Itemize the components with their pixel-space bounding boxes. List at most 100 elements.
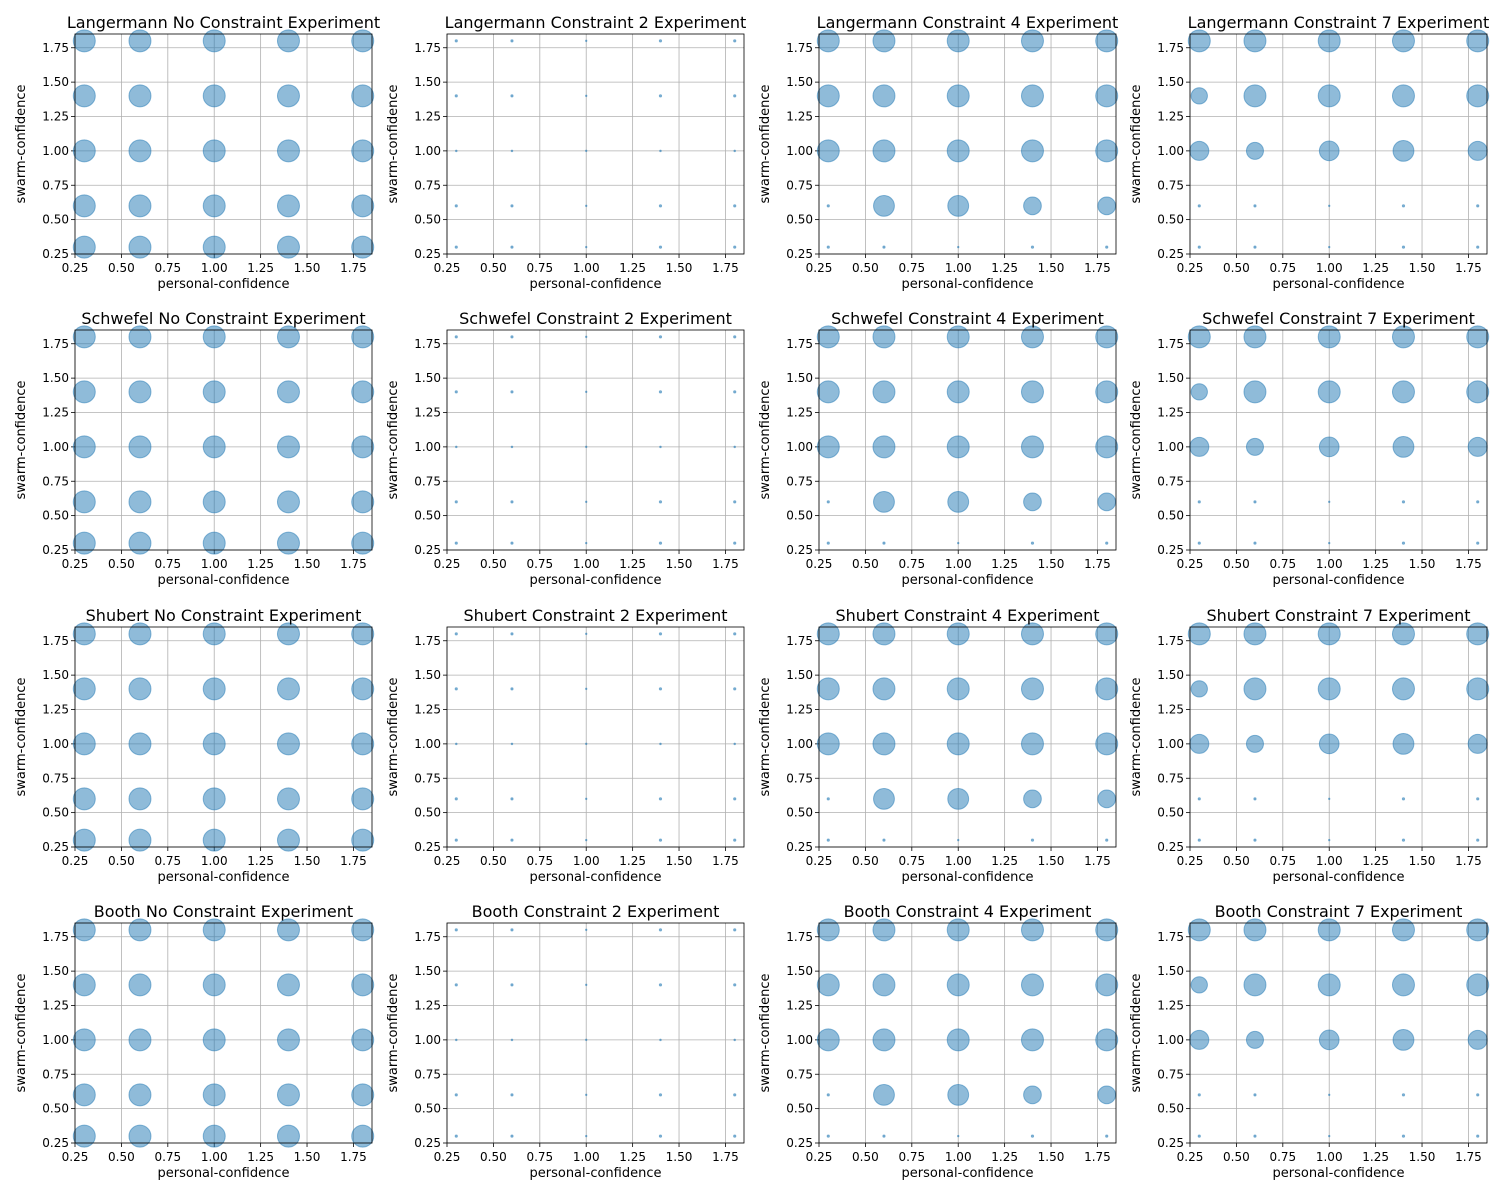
plot-area [819, 923, 1116, 1143]
x-tick-label: 0.50 [480, 854, 507, 868]
x-tick-label: 1.25 [619, 557, 646, 571]
scatter-point [947, 194, 970, 217]
scatter-point [1253, 1093, 1257, 1097]
scatter-point [872, 139, 896, 163]
x-tick-label: 0.50 [1223, 1150, 1250, 1164]
scatter-point [658, 500, 663, 504]
scatter-point [1245, 734, 1264, 753]
scatter-point [202, 973, 226, 997]
subplot-title: Booth Constraint 2 Experiment [472, 902, 720, 921]
scatter-point [351, 435, 375, 459]
scatter-point [1401, 797, 1406, 801]
x-tick-label: 1.00 [945, 854, 972, 868]
scatter-point [1401, 838, 1406, 842]
scatter-point [455, 149, 458, 153]
x-tick-label: 1.00 [945, 557, 972, 571]
scatter-point [1317, 622, 1341, 646]
scatter-point [1243, 380, 1267, 404]
scatter-point [872, 29, 896, 53]
scatter-point [1466, 622, 1490, 646]
scatter-point [1030, 245, 1035, 249]
y-tick-label: 0.75 [414, 178, 441, 192]
scatter-point [202, 1083, 226, 1107]
scatter-point [1476, 1093, 1480, 1097]
scatter-point [1317, 29, 1341, 53]
scatter-point [1253, 541, 1257, 545]
y-axis-label: swarm-confidence [1129, 84, 1144, 203]
y-tick-label: 1.50 [1157, 668, 1184, 682]
x-tick-label: 1.50 [1038, 1150, 1065, 1164]
axes-frame [74, 33, 373, 255]
x-tick-label: 1.75 [712, 261, 739, 275]
scatter-point [276, 918, 300, 942]
scatter-point [510, 1038, 514, 1042]
x-tick-label: 1.75 [712, 854, 739, 868]
scatter-point [351, 139, 375, 163]
scatter-point [1097, 492, 1117, 512]
y-tick-label: 1.25 [42, 703, 69, 717]
scatter-point [585, 541, 588, 545]
scatter-point [826, 245, 830, 249]
scatter-point [1253, 245, 1257, 249]
y-tick-label: 0.50 [786, 213, 813, 227]
scatter-point [873, 194, 895, 217]
axes-frame [74, 626, 373, 848]
scatter-point [1328, 500, 1331, 504]
scatter-point [946, 29, 970, 53]
y-tick-label: 1.25 [414, 406, 441, 420]
x-tick-label: 1.25 [991, 1150, 1018, 1164]
scatter-point [733, 687, 737, 691]
scatter-point [1023, 1085, 1042, 1105]
scatter-point [510, 335, 514, 339]
scatter-point [351, 1124, 375, 1148]
scatter-point [202, 531, 226, 555]
x-tick-label: 0.25 [434, 854, 461, 868]
subplot-title: Schwefel Constraint 2 Experiment [459, 309, 732, 328]
scatter-point [1253, 500, 1257, 504]
x-tick-label: 0.25 [1177, 261, 1204, 275]
scatter-point [946, 732, 970, 756]
x-tick-label: 0.25 [806, 261, 833, 275]
subplot-1: 0.25 0.50 0.75 1.00 1.25 1.50 1.75 0.25 0.50 0.75… [14, 13, 380, 292]
x-tick-label: 1.75 [1084, 557, 1111, 571]
scatter-point [658, 687, 663, 691]
x-axis-label: personal-confidence [530, 277, 662, 292]
x-tick-label: 0.75 [898, 1150, 925, 1164]
scatter-point [1328, 204, 1331, 208]
scatter-point [1466, 973, 1490, 997]
scatter-point [1243, 677, 1267, 701]
scatter-point [733, 500, 737, 504]
scatter-point [1466, 325, 1490, 349]
y-axis-label: swarm-confidence [1129, 973, 1144, 1092]
scatter-point [1317, 973, 1341, 997]
y-tick-label: 1.00 [1157, 440, 1184, 454]
scatter-point [128, 1028, 152, 1052]
x-tick-label: 1.00 [1316, 854, 1343, 868]
scatter-point [1095, 677, 1119, 701]
subplot-9: 0.25 0.50 0.75 1.00 1.25 1.50 1.75 0.25 0.50 0.75… [14, 606, 375, 885]
scatter-point [510, 797, 514, 801]
y-tick-label: 1.00 [414, 1033, 441, 1047]
x-axis-label: personal-confidence [158, 277, 290, 292]
x-tick-label: 1.75 [1084, 1150, 1111, 1164]
subplot-title: Shubert Constraint 2 Experiment [463, 606, 727, 625]
axes-frame [1189, 33, 1488, 255]
scatter-point [1190, 680, 1208, 698]
scatter-point [1020, 84, 1044, 108]
scatter-point [659, 1038, 662, 1042]
scatter-point [276, 732, 300, 756]
subplot-6: 0.25 0.50 0.75 1.00 1.25 1.50 1.75 0.25 0.50 0.75… [386, 309, 745, 588]
scatter-point [128, 828, 152, 852]
y-tick-label: 0.25 [414, 247, 441, 261]
scatter-point [658, 983, 663, 987]
scatter-point [1253, 1134, 1257, 1138]
x-axis-label: personal-confidence [530, 573, 662, 588]
scatter-point [72, 490, 96, 514]
y-axis-label: swarm-confidence [1129, 677, 1144, 796]
scatter-point [72, 622, 96, 646]
y-tick-label: 1.25 [1157, 406, 1184, 420]
scatter-point [658, 541, 663, 545]
scatter-point [351, 194, 375, 218]
scatter-point [276, 973, 300, 997]
scatter-point [1391, 622, 1415, 646]
